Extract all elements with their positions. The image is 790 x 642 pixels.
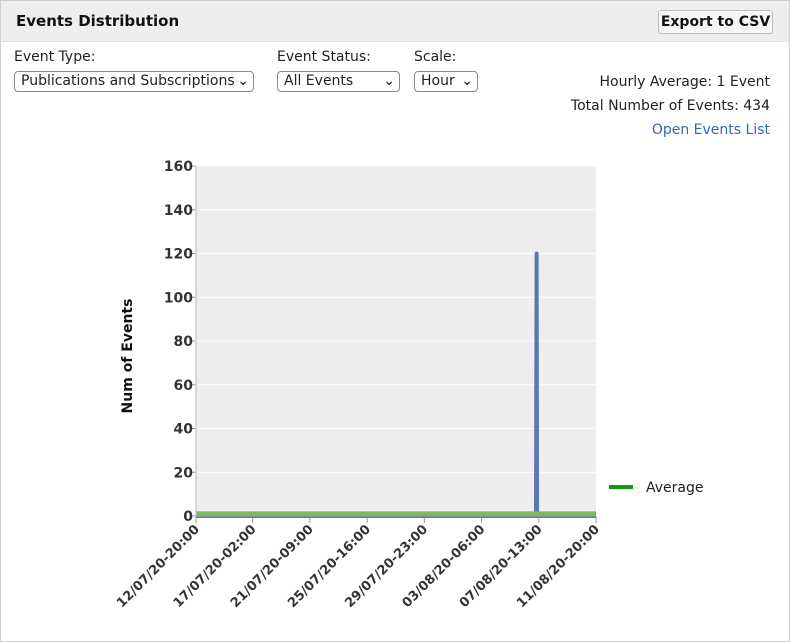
x-axis-ticks: 12/07/20-20:0017/07/20-02:0021/07/20-09:… (114, 516, 603, 611)
y-tick-label: 140 (164, 203, 193, 219)
panel-title: Events Distribution (16, 12, 180, 30)
total-events-text: Total Number of Events: 434 (570, 98, 770, 114)
event-status-select[interactable]: All Events ⌄ (277, 71, 400, 92)
y-tick-label: 0 (183, 509, 193, 525)
event-status-label: Event Status: (277, 49, 371, 65)
scale-label: Scale: (414, 49, 457, 65)
y-tick-label: 160 (164, 159, 193, 175)
event-status-value: All Events (284, 73, 354, 89)
scale-value: Hour (421, 73, 455, 89)
event-type-label: Event Type: (14, 49, 96, 65)
event-type-select[interactable]: Publications and Subscriptions ⌄ (14, 71, 254, 92)
y-axis-label: Num of Events (120, 299, 136, 414)
hourly-average-text: Hourly Average: 1 Event (599, 74, 770, 90)
chevron-down-icon: ⌄ (461, 73, 473, 89)
panel-header: Events Distribution Export to CSV (1, 1, 789, 42)
chevron-down-icon: ⌄ (237, 73, 249, 89)
y-axis-ticks: 0 20 40 60 80 100 120 140 160 (164, 159, 196, 525)
legend-average-label: Average (646, 480, 704, 496)
open-events-list-link[interactable]: Open Events List (651, 122, 770, 138)
export-csv-button[interactable]: Export to CSV (658, 10, 773, 34)
scale-select[interactable]: Hour ⌄ (414, 71, 478, 92)
event-type-value: Publications and Subscriptions (21, 73, 235, 89)
y-tick-label: 100 (164, 290, 193, 306)
y-tick-label: 40 (174, 422, 194, 438)
y-tick-label: 60 (174, 378, 194, 394)
chevron-down-icon: ⌄ (383, 73, 395, 89)
y-tick-label: 80 (174, 334, 194, 350)
y-tick-label: 20 (174, 465, 194, 481)
chart-legend: Average (609, 480, 704, 496)
y-tick-label: 120 (164, 247, 193, 263)
